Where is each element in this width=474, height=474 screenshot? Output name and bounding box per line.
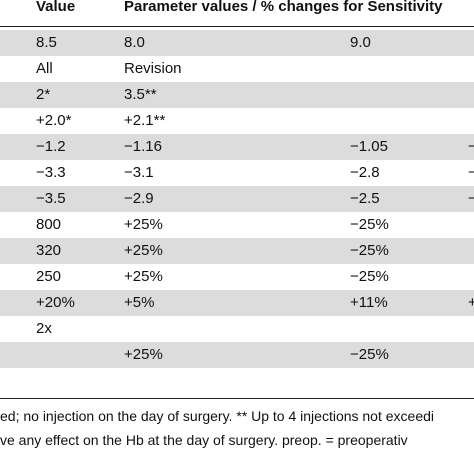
parameter-values-column-header: Parameter values / % changes for Sensiti…: [124, 0, 443, 15]
table-row: All Revision: [0, 56, 474, 82]
table-cell: 8.0: [124, 34, 145, 51]
table-cell: −25%: [350, 242, 389, 259]
table-cell: −: [468, 164, 474, 181]
table-cell: 250: [36, 268, 62, 285]
table-row: +25% −25%: [0, 342, 474, 368]
table-cell: Revision: [124, 60, 182, 77]
table-header: Value Parameter values / % changes for S…: [0, 0, 474, 26]
table-cell: +25%: [124, 268, 163, 285]
table-cell: 2*: [36, 86, 51, 103]
table-row: 800 +25% −25%: [0, 212, 474, 238]
table-cell: −3.1: [124, 164, 154, 181]
table-cell: −1.16: [124, 138, 162, 155]
table-row: 250 +25% −25%: [0, 264, 474, 290]
table-cell: +: [468, 294, 474, 311]
table-cell: −25%: [350, 346, 389, 363]
table-row: 320 +25% −25%: [0, 238, 474, 264]
table-cell: +5%: [124, 294, 155, 311]
table-cell: +25%: [124, 216, 163, 233]
table-row: +20% +5% +11% +: [0, 290, 474, 316]
table-cell: +20%: [36, 294, 75, 311]
table-cell: +25%: [124, 346, 163, 363]
table-cell: +2.1**: [124, 112, 166, 129]
table-row: −1.2 −1.16 −1.05 −: [0, 134, 474, 160]
table-cell: 3.5**: [124, 86, 157, 103]
table-cell: −2.5: [350, 190, 380, 207]
table-cell: 320: [36, 242, 62, 259]
table-cell: −3.5: [36, 190, 66, 207]
value-column-header: Value: [36, 0, 76, 15]
table-cell: −2.9: [124, 190, 154, 207]
table-cell: All: [36, 60, 53, 77]
table-cell: 9.0: [350, 34, 371, 51]
table-cell: −1.05: [350, 138, 388, 155]
table-cell: −1.2: [36, 138, 66, 155]
table-cell: +2.0*: [36, 112, 72, 129]
table-cell: +25%: [124, 242, 163, 259]
table-row: 2x: [0, 316, 474, 342]
table-row: 2* 3.5**: [0, 82, 474, 108]
table-row: −3.5 −2.9 −2.5 −: [0, 186, 474, 212]
table-cell: −2.8: [350, 164, 380, 181]
table-row: 8.5 8.0 9.0: [0, 30, 474, 56]
table-cell: −25%: [350, 268, 389, 285]
table-cell: −3.3: [36, 164, 66, 181]
header-rule: [0, 26, 474, 27]
table-cell: −25%: [350, 216, 389, 233]
table-cell: −: [468, 138, 474, 155]
table-cell: +11%: [350, 294, 388, 311]
table-cell: −: [468, 190, 474, 207]
table-row: −3.3 −3.1 −2.8 −: [0, 160, 474, 186]
table-cell: 800: [36, 216, 62, 233]
footnote-line-2: ve any effect on the Hb at the day of su…: [0, 432, 408, 448]
table-row: +2.0* +2.1**: [0, 108, 474, 134]
table-cell: 8.5: [36, 34, 57, 51]
table-bottom-rule: [0, 398, 474, 399]
table-cell: 2x: [36, 320, 52, 337]
footnote-line-1: ed; no injection on the day of surgery. …: [0, 408, 435, 424]
